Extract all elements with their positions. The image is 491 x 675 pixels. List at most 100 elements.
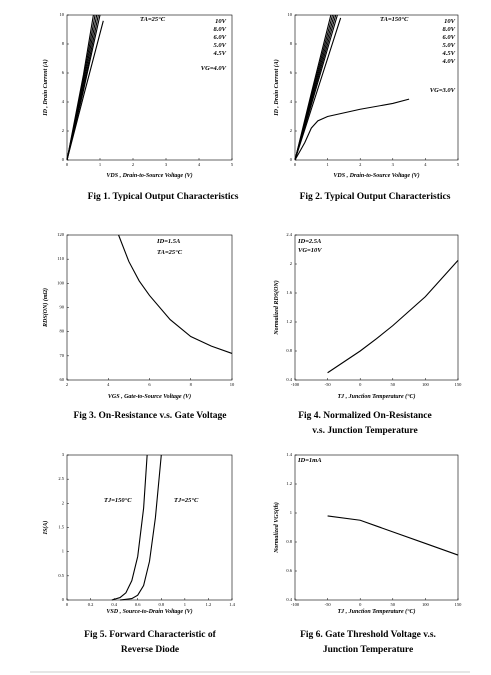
- y-tick-label: 2.5: [58, 476, 64, 481]
- plot-frame: [66, 14, 233, 161]
- x-tick-label: -100: [291, 382, 300, 387]
- legend-label: VG=4.0V: [201, 65, 227, 72]
- curve: [294, 17, 342, 161]
- x-tick-label: 100: [422, 382, 430, 387]
- plot-frame: [294, 454, 459, 601]
- y-tick-label: 0.8: [286, 348, 292, 353]
- legend-label: 8.0V: [443, 26, 456, 33]
- y-tick-label: 1.6: [286, 290, 292, 295]
- curve: [111, 454, 148, 601]
- y-tick-label: 70: [60, 353, 65, 358]
- figure-caption: Fig 3. On-Resistance v.s. Gate Voltage: [73, 411, 226, 421]
- y-tick-label: 2: [290, 261, 292, 266]
- y-tick-label: 6: [290, 70, 293, 75]
- y-tick-label: 90: [60, 305, 65, 310]
- y-tick-label: 0: [62, 597, 65, 602]
- y-tick-label: 0.6: [286, 568, 292, 573]
- figure-caption: Fig 4. Normalized On-Resistance: [298, 411, 432, 421]
- y-tick-label: 2: [62, 500, 64, 505]
- x-axis-label: VDS , Drain-to-Source Voltage (V): [333, 172, 419, 179]
- figure-caption: v.s. Junction Temperature: [312, 426, 417, 436]
- annotation: TA=25°C: [140, 16, 166, 23]
- legend-label: 5.0V: [443, 42, 456, 49]
- x-tick-label: 2: [66, 382, 68, 387]
- legend-label: 4.5V: [442, 50, 456, 57]
- y-tick-label: 3: [62, 452, 65, 457]
- y-tick-label: 100: [57, 280, 65, 285]
- legend-label: 8.0V: [214, 26, 227, 33]
- legend-label: 4.0V: [442, 58, 456, 65]
- x-tick-label: -50: [325, 382, 332, 387]
- curve: [294, 98, 410, 161]
- figure-caption: Fig 1. Typical Output Characteristics: [88, 192, 239, 202]
- x-tick-label: 1: [326, 162, 328, 167]
- legend-label: 10V: [444, 18, 456, 25]
- y-tick-label: 1: [290, 510, 292, 515]
- x-tick-label: 100: [422, 602, 430, 607]
- y-tick-label: 2.4: [286, 232, 292, 237]
- x-tick-label: 2: [132, 162, 134, 167]
- legend-label: 6.0V: [214, 34, 227, 41]
- x-tick-label: -100: [291, 602, 300, 607]
- y-tick-label: 2: [62, 128, 64, 133]
- y-tick-label: 4: [62, 99, 65, 104]
- y-tick-label: 0.8: [286, 539, 292, 544]
- x-tick-label: 10: [230, 382, 235, 387]
- y-tick-label: 1.2: [286, 319, 292, 324]
- x-tick-label: 1: [184, 602, 186, 607]
- y-tick-label: 110: [57, 256, 64, 261]
- y-tick-label: 10: [288, 12, 293, 17]
- y-tick-label: 0.4: [286, 597, 292, 602]
- x-tick-label: 50: [391, 382, 396, 387]
- legend-label: TJ=25°C: [174, 497, 199, 504]
- x-tick-label: 5: [231, 162, 234, 167]
- x-tick-label: 8: [190, 382, 193, 387]
- x-tick-label: 4: [198, 162, 201, 167]
- curve: [327, 515, 459, 556]
- annotation: ID=1.5A: [156, 238, 181, 245]
- plot-frame: [66, 454, 233, 601]
- legend-label: 10V: [215, 18, 227, 25]
- figure-caption: Fig 6. Gate Threshold Voltage v.s.: [300, 630, 436, 640]
- x-tick-label: 0.8: [158, 602, 164, 607]
- x-tick-label: 1.2: [206, 602, 212, 607]
- x-tick-label: 3: [165, 162, 168, 167]
- x-tick-label: 0.2: [88, 602, 94, 607]
- y-axis-label: ID , Drain Current (A): [273, 59, 280, 117]
- legend-label: 4.5V: [213, 50, 227, 57]
- x-tick-label: -50: [325, 602, 332, 607]
- y-tick-label: 0: [62, 157, 65, 162]
- annotation: ID=2.5A: [297, 238, 322, 245]
- y-tick-label: 0.4: [286, 377, 292, 382]
- x-tick-label: 0: [359, 382, 362, 387]
- y-tick-label: 60: [60, 377, 65, 382]
- x-tick-label: 5: [457, 162, 460, 167]
- curve: [118, 234, 233, 354]
- x-tick-label: 0: [66, 602, 69, 607]
- y-tick-label: 0: [290, 157, 293, 162]
- y-tick-label: 8: [62, 41, 65, 46]
- annotation: TA=150°C: [380, 16, 409, 23]
- x-tick-label: 4: [424, 162, 427, 167]
- y-tick-label: 120: [57, 232, 65, 237]
- x-tick-label: 3: [392, 162, 395, 167]
- x-tick-label: 0.4: [111, 602, 117, 607]
- figure-caption: Reverse Diode: [121, 645, 179, 655]
- x-axis-label: TJ , Junction Temperature (°C): [337, 393, 415, 400]
- figure-caption: Fig 5. Forward Characteristic of: [84, 630, 216, 640]
- y-axis-label: Normalized VGS(th): [273, 502, 280, 554]
- x-axis-label: VGS , Gate-to-Source Voltage (V): [108, 393, 191, 400]
- y-tick-label: 4: [290, 99, 293, 104]
- x-tick-label: 0: [294, 162, 297, 167]
- annotation: ID=1mA: [297, 457, 322, 464]
- legend-label: TJ=150°C: [104, 497, 132, 504]
- plot-frame: [294, 234, 459, 381]
- plot-frame: [294, 14, 459, 161]
- y-axis-label: RDS(ON) (mΩ): [42, 288, 49, 328]
- x-axis-label: VSD , Source-to-Drain Voltage (V): [106, 608, 192, 615]
- curve: [119, 454, 162, 601]
- curve: [327, 260, 459, 374]
- x-tick-label: 1: [99, 162, 101, 167]
- curve: [294, 14, 338, 161]
